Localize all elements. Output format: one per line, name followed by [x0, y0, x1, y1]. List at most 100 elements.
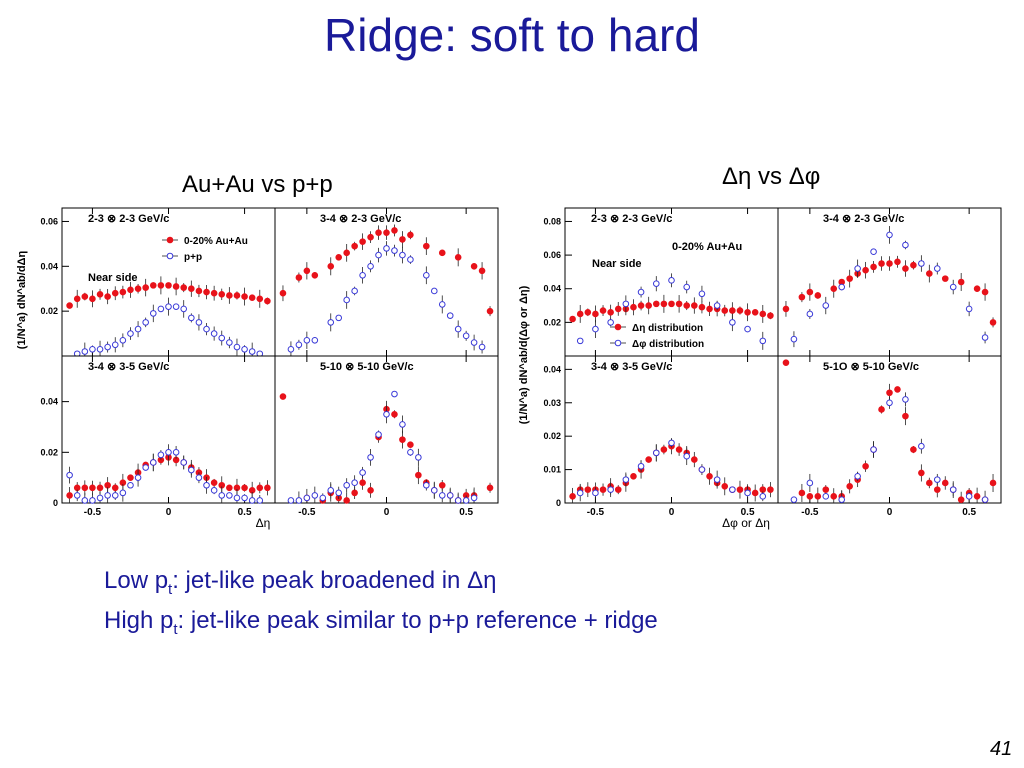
red-data-point — [157, 282, 165, 289]
red-data-point — [957, 278, 965, 286]
blue-data-point — [210, 487, 218, 494]
left-panel-4: -0.5 0 0.5 5-10 ⊗ 5-10 GeV/c — [274, 355, 499, 518]
right-x-axis-label: Δφ or Δη — [722, 516, 770, 530]
blue-data-point — [172, 303, 180, 310]
blue-data-point — [203, 325, 210, 333]
blue-data-point — [311, 492, 319, 499]
red-data-point — [569, 315, 576, 323]
red-data-point — [343, 497, 350, 504]
red-data-point — [134, 285, 142, 293]
blue-data-point — [142, 464, 149, 471]
blue-data-point — [668, 439, 675, 447]
left-panel-3: -0.5 0 0.5 0 0.02 0.04 3-4 ⊗ 3-5 GeV/c — [40, 355, 276, 518]
red-data-point — [295, 274, 303, 281]
red-data-point — [691, 456, 698, 463]
red-data-point — [359, 238, 366, 245]
red-data-point — [767, 312, 774, 319]
blue-data-point — [287, 497, 295, 504]
blue-data-point — [478, 343, 486, 351]
blue-data-point — [149, 459, 157, 466]
blue-data-point — [446, 312, 454, 319]
red-data-point — [798, 489, 806, 497]
red-data-point — [343, 249, 350, 257]
red-data-point — [630, 303, 637, 311]
blue-data-point — [652, 280, 660, 287]
blue-data-point — [180, 305, 188, 313]
blue-data-point — [226, 339, 233, 346]
blue-data-point — [256, 497, 264, 504]
y-tick-label: 0.01 — [543, 465, 561, 475]
red-data-point — [862, 266, 869, 274]
blue-data-point — [391, 247, 398, 254]
red-data-point — [822, 486, 830, 493]
blue-data-point — [698, 290, 706, 298]
blue-data-point — [838, 283, 846, 291]
blue-data-point — [367, 454, 374, 461]
red-data-point — [367, 233, 374, 241]
red-data-point — [721, 307, 729, 314]
red-data-point — [367, 487, 374, 494]
bullet-notes: Low pt: jet-like peak broadened in Δη Hi… — [104, 565, 658, 645]
y-tick-label: 0.06 — [543, 250, 561, 260]
red-data-point — [486, 307, 494, 315]
red-data-point — [96, 291, 104, 298]
red-data-point — [683, 302, 691, 309]
red-data-point — [910, 446, 917, 453]
x-tick-label: 0.5 — [962, 507, 976, 518]
blue-data-point — [157, 451, 165, 459]
blue-data-point — [438, 301, 446, 308]
blue-data-point — [822, 493, 830, 500]
y-tick-label: 0.04 — [40, 261, 58, 271]
blue-data-point — [66, 471, 73, 479]
blue-data-point — [870, 446, 877, 453]
blue-data-point — [744, 489, 751, 497]
red-data-point — [599, 486, 607, 493]
blue-data-point — [303, 337, 311, 344]
blue-data-point — [683, 283, 691, 291]
blue-data-point — [218, 492, 226, 499]
red-data-point — [248, 294, 256, 301]
red-data-point — [973, 285, 981, 293]
blue-data-point — [949, 486, 957, 493]
blue-data-point — [576, 489, 584, 497]
blue-data-point — [248, 497, 256, 504]
red-data-point — [264, 484, 271, 492]
x-tick-label: -0.5 — [298, 507, 316, 518]
blue-data-point — [981, 334, 989, 341]
blue-data-point — [81, 348, 89, 355]
red-data-point — [438, 249, 446, 257]
red-data-point — [226, 484, 233, 492]
panel-label: 3-4 ⊗ 2-3 GeV/c — [320, 213, 401, 225]
blue-data-point — [918, 260, 925, 267]
blue-data-point — [89, 497, 96, 504]
red-data-point — [127, 474, 134, 481]
blue-data-point — [622, 300, 630, 308]
red-data-point — [89, 484, 96, 492]
blue-data-point — [303, 494, 311, 502]
blue-data-point — [454, 497, 462, 504]
blue-data-point — [713, 302, 721, 309]
legend-marker-blue — [614, 339, 622, 347]
blue-data-point — [607, 319, 614, 326]
red-data-point — [375, 229, 382, 236]
red-data-point — [584, 486, 592, 493]
blue-data-point — [248, 348, 256, 355]
blue-data-point — [383, 410, 390, 418]
y-tick-label: 0.02 — [40, 306, 58, 316]
red-data-point — [66, 492, 73, 499]
red-data-point — [241, 484, 248, 492]
blue-data-point — [902, 241, 909, 249]
blue-data-point — [188, 466, 195, 474]
blue-data-point — [127, 481, 134, 489]
panel-label: 3-4 ⊗ 3-5 GeV/c — [591, 361, 672, 373]
slide-title: Ridge: soft to hard — [324, 9, 700, 61]
blue-data-point — [351, 479, 358, 487]
y-tick-label: 0.04 — [543, 284, 561, 294]
blue-data-point — [343, 481, 350, 489]
red-data-point — [210, 479, 218, 487]
red-data-point — [359, 479, 366, 487]
blue-data-point — [218, 334, 226, 342]
red-data-point — [637, 302, 645, 309]
red-data-point — [933, 486, 941, 493]
blue-data-point — [241, 494, 248, 502]
